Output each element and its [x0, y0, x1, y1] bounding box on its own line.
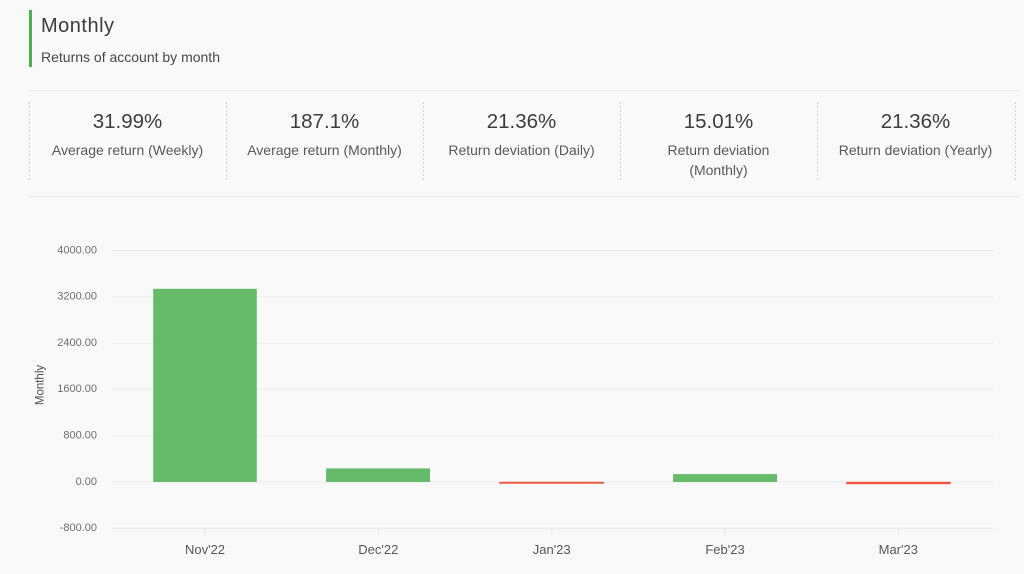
svg-text:2400.00: 2400.00 — [57, 337, 97, 349]
svg-text:4000.00: 4000.00 — [57, 244, 97, 256]
svg-text:Feb'23: Feb'23 — [705, 542, 744, 557]
svg-text:Nov'22: Nov'22 — [185, 542, 225, 557]
svg-text:Monthly: Monthly — [35, 365, 47, 406]
svg-text:1600.00: 1600.00 — [57, 383, 97, 395]
svg-text:Dec'22: Dec'22 — [358, 542, 398, 557]
svg-text:Jan'23: Jan'23 — [533, 542, 571, 557]
svg-text:Mar'23: Mar'23 — [879, 542, 918, 557]
svg-text:-800.00: -800.00 — [60, 522, 97, 534]
svg-text:3200.00: 3200.00 — [57, 291, 97, 303]
svg-text:800.00: 800.00 — [63, 430, 97, 442]
svg-text:0.00: 0.00 — [76, 476, 97, 488]
